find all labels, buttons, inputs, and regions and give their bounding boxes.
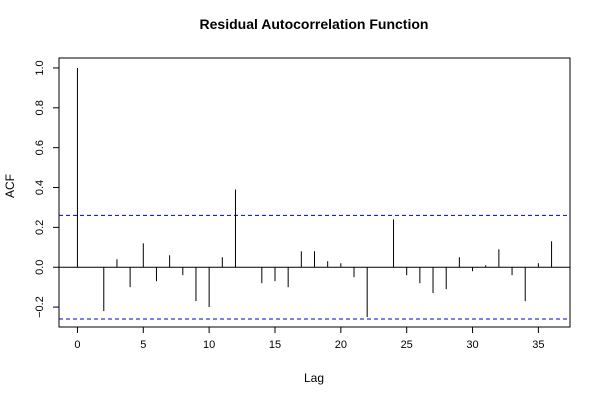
- x-tick-label: 0: [74, 339, 80, 351]
- x-tick-label: 20: [335, 339, 347, 351]
- x-tick-label: 35: [532, 339, 544, 351]
- y-axis-label: ACF: [3, 174, 17, 198]
- chart-title: Residual Autocorrelation Function: [200, 16, 429, 32]
- y-tick-label: 0.6: [34, 140, 46, 155]
- plot-frame: [58, 57, 571, 328]
- y-tick-label: 0.0: [34, 260, 46, 275]
- x-tick-label: 30: [466, 339, 478, 351]
- y-tick-label: 0.8: [34, 100, 46, 115]
- y-tick-label: 0.4: [34, 180, 46, 195]
- x-axis-label: Lag: [304, 371, 324, 385]
- y-tick-label: 1.0: [34, 60, 46, 75]
- y-tick-label: −0.2: [34, 296, 46, 318]
- x-tick-label: 5: [140, 339, 146, 351]
- x-tick-label: 10: [203, 339, 215, 351]
- y-tick-label: 0.2: [34, 220, 46, 235]
- chart-marks: 0 5 10 15 20 25 30 35 −0.2 0.0 0.2 0.4 0.6 0.8 1.0: [34, 60, 570, 351]
- x-tick-label: 25: [401, 339, 413, 351]
- x-tick-label: 15: [269, 339, 281, 351]
